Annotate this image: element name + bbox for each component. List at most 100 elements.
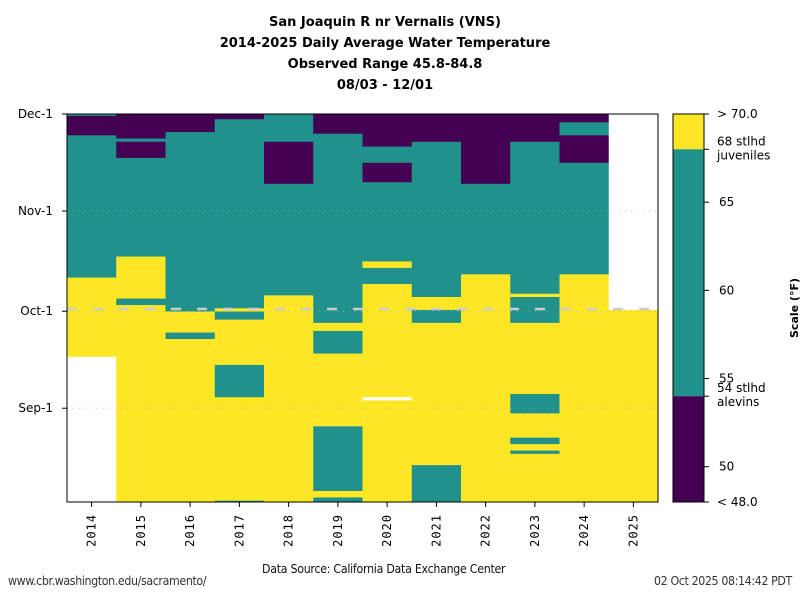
colorbar-tick-label: 54 stlhd alevins: [717, 381, 766, 409]
x-tick-label: 2017: [232, 514, 246, 547]
heatmap-cell-2017-high: [214, 319, 265, 365]
heatmap-cell-2014-high: [67, 277, 117, 357]
heatmap-cell-2025-high: [608, 309, 659, 503]
heatmap-cells: [67, 114, 659, 503]
heatmap-cell-2022-low: [461, 114, 511, 184]
heatmap-cell-2019-high: [313, 322, 363, 331]
heatmap-cell-2015-high: [116, 304, 166, 503]
heatmap-cell-2023-mid: [510, 393, 560, 414]
colorbar-tick-label: 55: [719, 372, 734, 386]
heatmap-cell-2022-mid: [461, 183, 511, 275]
heatmap-cell-2018-mid: [264, 183, 314, 296]
colorbar-tick-label-line: 55: [719, 372, 734, 386]
heatmap-cell-2016-low: [165, 114, 216, 133]
heatmap-cell-2023-high: [510, 443, 560, 451]
x-tick-label: 2021: [429, 514, 443, 547]
heatmap-cell-2023-high: [510, 293, 560, 297]
heatmap-cell-2019-high: [313, 490, 363, 498]
heatmap-cell-2020-mid: [362, 146, 413, 163]
colorbar-tick-label: 68 stlhd juveniles: [716, 134, 770, 162]
colorbar-tick-label-line: alevins: [717, 395, 759, 409]
heatmap-cell-2024-mid: [559, 122, 610, 136]
heatmap-cell-2020-high: [362, 261, 413, 268]
heatmap-cell-2020-low: [362, 114, 413, 147]
heatmap-cell-2020-none: [362, 396, 413, 401]
colorbar-tick-label-line: 65: [719, 195, 734, 209]
heatmap-cell-2021-high: [411, 322, 462, 466]
x-tick-label: 2016: [183, 514, 197, 547]
heatmap-cell-2015-high: [116, 256, 166, 299]
heatmap-cell-2024-mid: [559, 162, 610, 275]
colorbar-tick-label-line: < 48.0: [717, 495, 758, 509]
data-source-label: Data Source: California Data Exchange Ce…: [262, 562, 506, 576]
colorbar-tick-label-line: 60: [719, 283, 734, 297]
chart-title-line-2: 2014-2025 Daily Average Water Temperatur…: [219, 36, 551, 51]
x-tick-label: 2014: [85, 514, 99, 547]
heatmap-cell-2022-high: [461, 274, 511, 503]
heatmap-cell-2021-mid: [411, 309, 462, 323]
heatmap-cell-2014-none: [67, 356, 117, 503]
heatmap-cell-2020-mid: [362, 267, 413, 285]
generated-timestamp: 02 Oct 2025 08:14:42 PDT: [654, 574, 792, 588]
chart-title-line-3: Observed Range 45.8-84.8: [287, 57, 483, 72]
x-tick-label: 2020: [380, 514, 394, 547]
colorbar-tick-label: 60: [719, 283, 734, 297]
heatmap-cell-2019-high: [313, 353, 363, 427]
x-tick-label: 2015: [134, 514, 148, 547]
colorbar-tick-label-line: > 70.0: [717, 107, 758, 121]
colorbar-label: Scale (°F): [788, 278, 800, 338]
heatmap-cell-2015-low: [116, 141, 166, 158]
heatmap-cell-2024-high: [559, 274, 610, 503]
heatmap-cell-2020-mid: [362, 181, 413, 262]
heatmap-cell-2017-mid: [214, 500, 265, 503]
colorbar-tick-label-line: 54 stlhd: [717, 381, 766, 395]
heatmap-cell-2016-high: [165, 311, 216, 333]
heatmap-cell-2018-low: [264, 141, 314, 184]
site-url-link[interactable]: www.cbr.washington.edu/sacramento/: [8, 574, 207, 588]
y-axis: Sep-1 Oct-1 Nov-1 Dec-1: [18, 107, 67, 415]
heatmap-cell-2019-mid: [313, 426, 363, 491]
colorbar-tick-label-line: 50: [719, 460, 734, 474]
colorbar-tick-label: < 48.0: [717, 495, 758, 509]
x-tick-label: 2019: [331, 514, 345, 547]
heatmap-cell-2017-high: [214, 396, 265, 501]
heatmap-cell-2015-mid: [116, 157, 166, 257]
colorbar-frame: [672, 113, 705, 503]
y-tick-label: Dec-1: [18, 107, 53, 121]
x-axis: 2014 2015 2016 2017 2018 2019 2020 2021 2022 2023…: [85, 502, 640, 547]
x-tick-label: 2022: [479, 514, 493, 547]
heatmap-cell-2016-mid: [165, 131, 216, 312]
heatmap-cell-2014-mid: [67, 135, 117, 278]
y-tick-label: Sep-1: [18, 401, 53, 415]
heatmap-cell-2020-high: [362, 400, 413, 503]
colorbar-tick-label: > 70.0: [717, 107, 758, 121]
heatmap-cell-2017-mid: [214, 311, 265, 320]
heatmap-cell-2015-low: [116, 114, 166, 139]
chart-title-line-4: 08/03 - 12/01: [336, 78, 434, 93]
heatmap-cell-2023-mid: [510, 437, 560, 445]
heatmap-cell-2019-mid: [313, 330, 363, 354]
heatmap-cell-2018-mid: [264, 114, 314, 142]
heatmap-cell-2016-high: [165, 338, 216, 503]
colorbar-tick-label: 50: [719, 460, 734, 474]
heatmap-cell-2018-high: [264, 295, 314, 503]
heatmap-cell-2014-low: [67, 115, 117, 136]
heatmap-cell-2016-mid: [165, 332, 216, 340]
colorbar-swatch-mid: [673, 149, 704, 397]
colorbar-tick-label-line: 68 stlhd: [717, 134, 766, 148]
x-tick-label: 2023: [528, 514, 542, 547]
heatmap-cell-2021-mid: [411, 141, 462, 297]
heatmap-cell-2021-high: [411, 296, 462, 310]
heatmap-cell-2023-high: [510, 453, 560, 503]
heatmap-cell-2017-high: [214, 308, 265, 312]
heatmap-cell-2024-low: [559, 135, 610, 163]
heatmap-cell-2017-low: [214, 114, 265, 120]
heatmap-cell-2023-mid: [510, 141, 560, 294]
heatmap-cell-2019-mid: [313, 497, 363, 503]
chart-title-line-1: San Joaquin R nr Vernalis (VNS): [269, 15, 501, 30]
heatmap-cell-2015-mid: [116, 298, 166, 306]
colorbar-tick-label: 65: [719, 195, 734, 209]
heatmap-cell-2023-mid: [510, 450, 560, 454]
